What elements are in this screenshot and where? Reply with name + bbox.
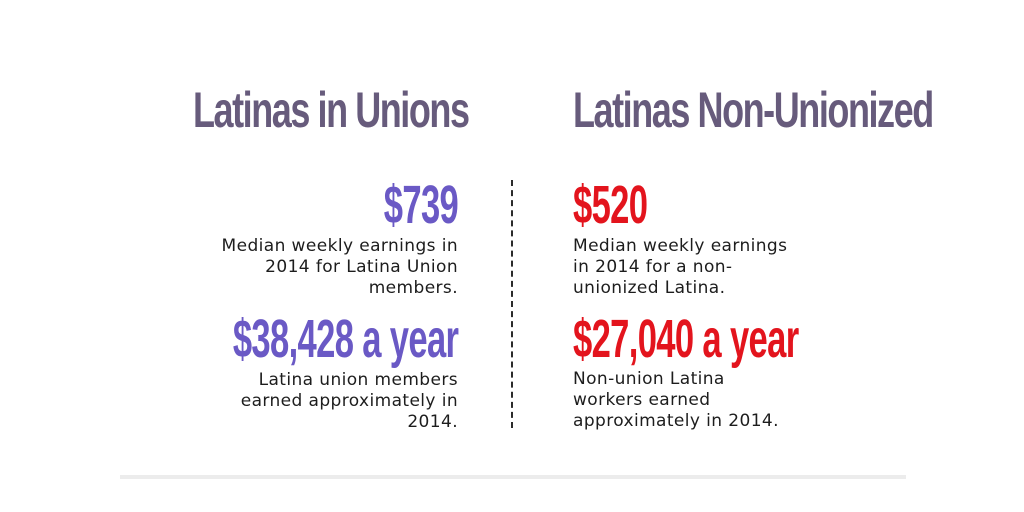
- non-union-yearly-earnings-description: Non-union Latina workers earned approxim…: [573, 369, 779, 431]
- union-yearly-earnings-amount: $38,428 a year: [232, 309, 458, 369]
- non-union-weekly-earnings-amount: $520: [573, 175, 648, 235]
- non-union-yearly-earnings-amount: $27,040 a year: [573, 309, 799, 369]
- union-weekly-earnings-description: Median weekly earnings in 2014 for Latin…: [221, 236, 458, 298]
- bottom-rule: [120, 475, 906, 479]
- union-weekly-earnings-amount: $739: [383, 175, 459, 235]
- union-column-heading: Latinas in Unions: [193, 82, 470, 138]
- union-yearly-earnings-description: Latina union members earned approximatel…: [240, 370, 458, 432]
- non-union-weekly-earnings-description: Median weekly earnings in 2014 for a non…: [573, 236, 788, 298]
- non-union-column-heading: Latinas Non-Unionized: [573, 82, 934, 138]
- column-divider: [511, 180, 513, 428]
